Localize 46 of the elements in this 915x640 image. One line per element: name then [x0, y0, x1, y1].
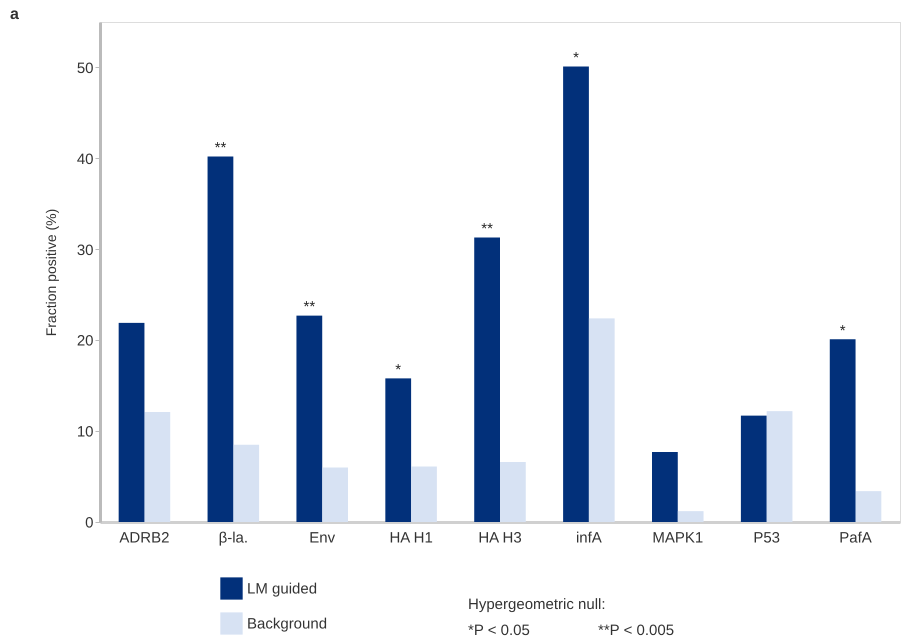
x-tick-label: HA H1	[389, 530, 433, 546]
legend-label: Background	[247, 616, 328, 632]
bar	[474, 237, 500, 522]
annotation: **	[481, 220, 494, 238]
annotation: *	[395, 361, 402, 378]
bar	[563, 66, 589, 522]
annotation: **	[303, 298, 316, 316]
x-tick-label: MAPK1	[652, 530, 704, 546]
y-axis-title: Fraction positive (%)	[42, 208, 59, 336]
bar	[678, 511, 704, 522]
x-tick-label: HA H3	[478, 530, 522, 546]
bar	[208, 156, 234, 522]
legend-label: LM guided	[247, 580, 318, 598]
text: a	[10, 6, 19, 23]
annotation: *	[573, 50, 580, 67]
bar	[830, 339, 856, 522]
y-tick-label: 20	[76, 332, 94, 350]
x-tick-label: PafA	[839, 530, 872, 546]
y-tick-label: 30	[76, 242, 94, 259]
text: **P < 0.005	[598, 622, 674, 639]
x-tick-label: Env	[309, 530, 336, 546]
x-tick-label: β-la.	[218, 530, 248, 546]
x-tick-label: P53	[753, 530, 780, 546]
bar	[500, 462, 526, 522]
bar	[385, 378, 412, 522]
bar	[740, 416, 767, 522]
bar	[118, 322, 144, 522]
annotation: *	[840, 322, 846, 340]
bar	[296, 316, 322, 522]
y-tick-label: 10	[76, 424, 94, 441]
bar	[652, 452, 678, 522]
bar	[322, 467, 348, 522]
bar	[766, 411, 792, 522]
bar	[233, 444, 260, 522]
annotation: **	[214, 140, 226, 157]
x-tick-label: ADRB2	[119, 530, 170, 546]
bar	[144, 412, 170, 522]
text: *P < 0.05	[468, 622, 530, 639]
x-tick-label: infA	[576, 530, 602, 546]
y-tick-label: 50	[76, 60, 94, 77]
bar	[411, 466, 437, 522]
bar	[588, 318, 615, 522]
y-tick-label: 0	[85, 514, 94, 532]
bar	[856, 491, 882, 522]
y-tick-label: 40	[76, 150, 94, 168]
text: Hypergeometric null:	[468, 596, 606, 613]
